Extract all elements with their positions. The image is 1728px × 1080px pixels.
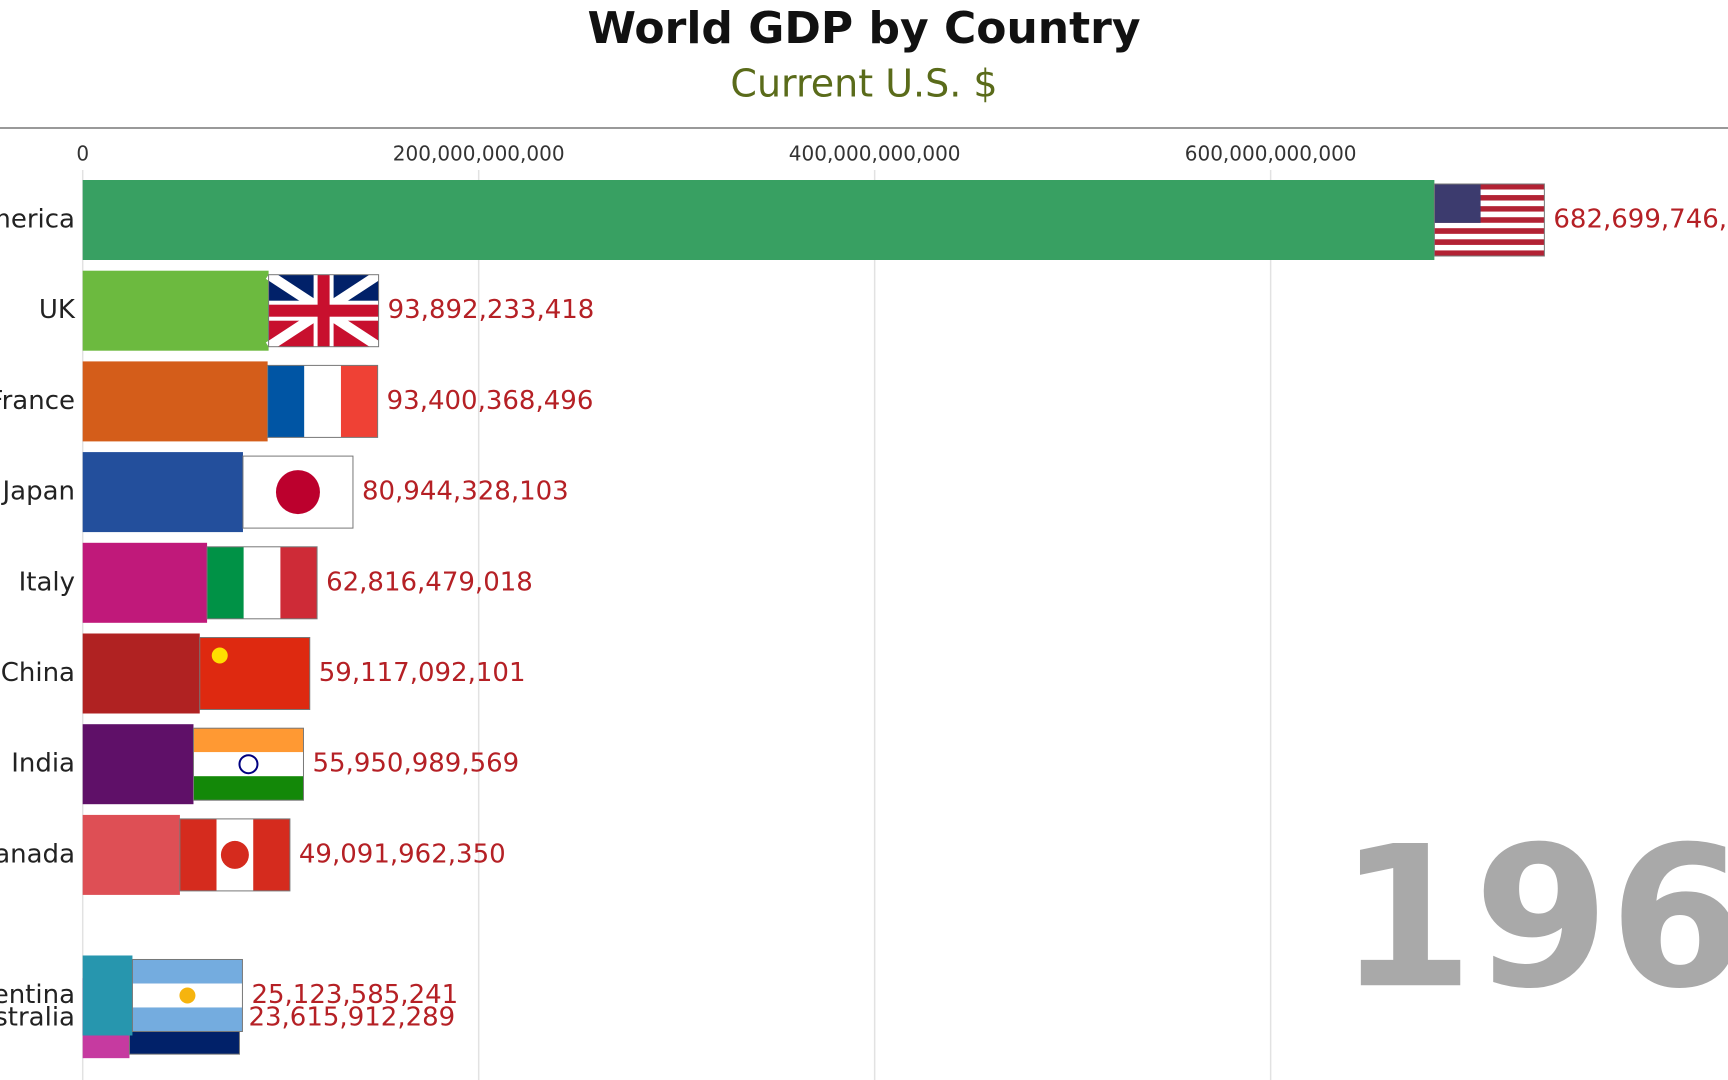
category-label: Japan — [0, 477, 75, 507]
flag-border — [1433, 183, 1545, 257]
flag-stripe — [199, 637, 310, 710]
flag-stripe — [1434, 228, 1545, 234]
flag-stripe — [1434, 184, 1545, 190]
period-label: 1963 — [1338, 804, 1728, 1031]
x-tick-label: 0 — [76, 142, 89, 166]
category-label: India — [11, 749, 75, 779]
flag-stripe — [1434, 200, 1545, 207]
flag-stripe — [243, 546, 281, 619]
flag-stripe — [179, 818, 217, 891]
flag-stripe — [1434, 244, 1545, 251]
flag-border — [267, 364, 379, 438]
flag-stripe — [193, 776, 304, 801]
chart-title: World GDP by Country — [587, 3, 1140, 54]
category-label: France — [0, 386, 75, 416]
flag-stripe — [1434, 233, 1545, 240]
value-label: 80,944,328,103 — [362, 477, 569, 507]
category-label: Italy — [19, 567, 75, 597]
bars: Australia 23,615,912,289 Argentina 25,123,5… — [0, 180, 1728, 1059]
value-label: 93,892,233,418 — [388, 295, 595, 325]
flag-border — [242, 455, 354, 529]
value-label: 62,816,479,018 — [326, 567, 533, 597]
category-label: UK — [39, 295, 76, 325]
value-label: 59,117,092,101 — [319, 658, 526, 688]
flag-cross — [268, 304, 379, 317]
category-label: Canada — [0, 839, 75, 869]
value-label: 25,123,585,241 — [251, 980, 458, 1010]
flag-stripe — [304, 365, 341, 438]
bar — [82, 814, 180, 895]
value-label: 93,400,368,496 — [387, 386, 594, 416]
category-label: Argentina — [0, 980, 75, 1010]
flag-border — [179, 818, 291, 892]
value-label: 49,091,962,350 — [299, 839, 506, 869]
flag-leaf — [220, 840, 249, 869]
category-label: China — [1, 658, 75, 688]
flag-stripe — [207, 546, 244, 619]
bar — [82, 180, 1435, 260]
grid: 0 200,000,000,000 400,000,000,000 600,000,0… — [76, 142, 1357, 1080]
flag-stripe — [1434, 250, 1545, 256]
flag-stripe — [1434, 189, 1545, 196]
flag-stripe — [340, 365, 378, 438]
flag-stripe — [1434, 239, 1545, 245]
flag-stripe — [1434, 195, 1545, 201]
bar — [82, 361, 268, 442]
flag-stripe — [253, 818, 290, 891]
category-label: United States of America — [0, 205, 75, 235]
bar — [82, 724, 194, 805]
chart-subtitle: Current U.S. $ — [730, 62, 997, 106]
bar — [82, 542, 208, 623]
flag-border — [199, 637, 311, 710]
flag-disc — [275, 470, 320, 515]
value-label: 55,950,989,569 — [312, 749, 519, 779]
flag-stripe — [132, 959, 243, 984]
flag-stripe — [1434, 222, 1545, 229]
flag-wheel — [238, 754, 259, 775]
bar — [82, 955, 133, 1036]
flag-stripe — [280, 546, 318, 619]
bar — [82, 452, 243, 533]
flag-border — [206, 546, 318, 620]
bar — [82, 270, 269, 351]
flag-stripe — [267, 365, 305, 438]
flag-stripe — [132, 1007, 243, 1032]
x-tick-label: 200,000,000,000 — [393, 142, 565, 166]
flag-stripe — [1434, 211, 1545, 218]
category-label: Australia — [0, 1003, 75, 1033]
flag-border — [192, 727, 304, 801]
value-label: 23,615,912,289 — [248, 1003, 455, 1033]
x-tick-label: 400,000,000,000 — [789, 142, 961, 166]
flag-stripe — [193, 728, 304, 753]
x-tick-label: 600,000,000,000 — [1185, 142, 1357, 166]
bar — [82, 633, 200, 714]
flag-border — [268, 274, 380, 348]
flag-border — [131, 958, 243, 1032]
value-label: 682,699,746,6 — [1553, 205, 1728, 235]
flag-stripe — [1434, 217, 1545, 223]
flag-sun — [179, 987, 196, 1004]
flag-stripe — [1434, 206, 1545, 212]
flag-canton — [1434, 184, 1481, 223]
flag-star — [211, 647, 228, 664]
